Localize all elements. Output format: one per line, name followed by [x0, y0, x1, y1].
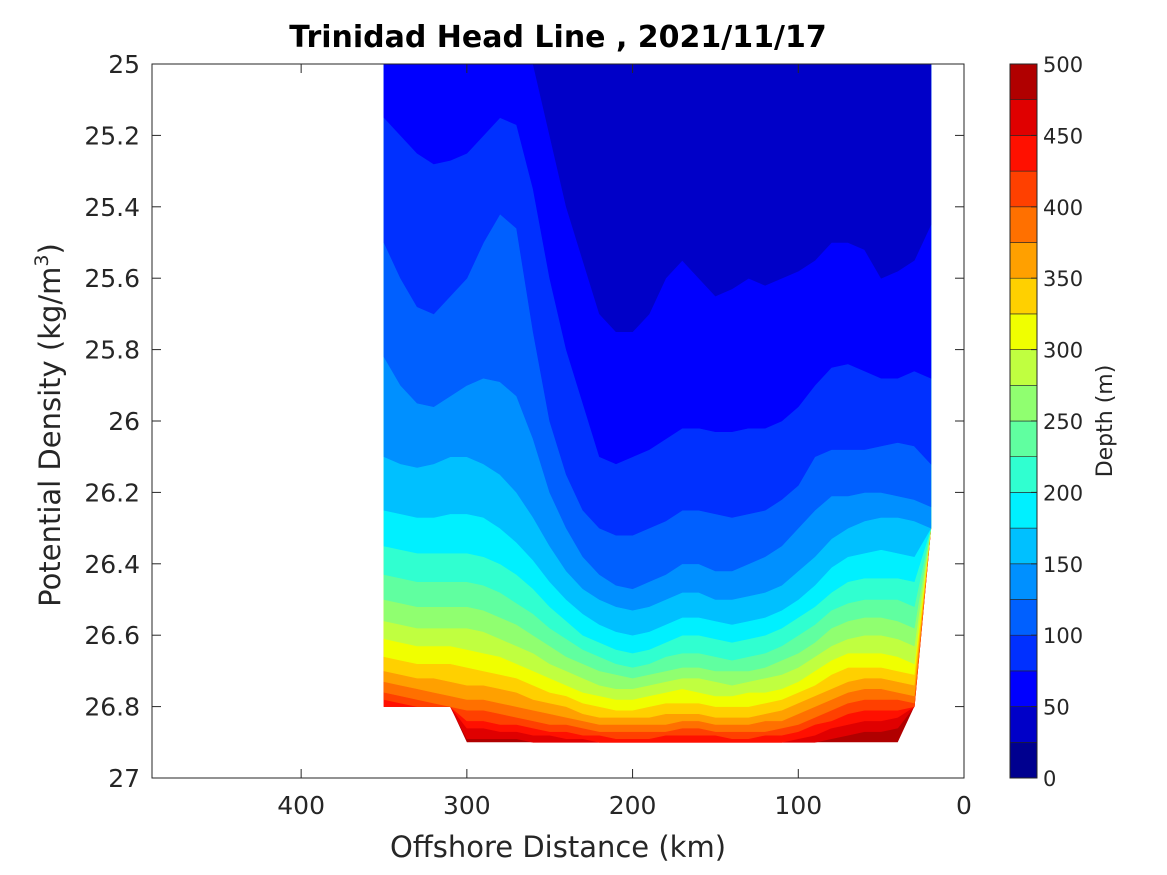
colorbar-band [1009, 99, 1038, 136]
colorbar-tick-label: 350 [1043, 267, 1083, 291]
colorbar-band [1009, 456, 1038, 493]
colorbar-label: Depth (m) [1093, 365, 1118, 478]
x-tick-label: 200 [609, 791, 657, 820]
colorbar-tick-label: 150 [1043, 553, 1083, 577]
y-tick-label: 25 [108, 50, 140, 79]
y-tick-label: 26.2 [84, 478, 140, 507]
colorbar-band [1009, 563, 1038, 600]
y-tick-label: 27 [108, 764, 140, 793]
y-axis-label-main: Potential Density (kg/m [33, 267, 67, 607]
colorbar-band [1009, 706, 1038, 743]
y-tick-label: 26.4 [84, 550, 140, 579]
y-axis-label-superscript: 3 [31, 254, 53, 266]
x-tick-label: 100 [774, 791, 822, 820]
colorbar-band [1009, 420, 1038, 458]
colorbar-tick-label: 450 [1043, 124, 1083, 148]
colorbar-tick-label: 100 [1043, 624, 1083, 648]
colorbar-tick-label: 400 [1043, 196, 1083, 220]
colorbar-band [1009, 492, 1038, 529]
y-axis: 25 25.2 25.4 25.6 25.8 26 26.2 26.4 26.6 26.8 27 [84, 50, 964, 793]
y-tick-label: 25.2 [84, 121, 140, 150]
x-tick-label: 0 [956, 791, 972, 820]
colorbar-tick-label: 500 [1043, 53, 1083, 77]
colorbar-band [1009, 634, 1038, 672]
y-axis-label: Potential Density (kg/m3) [31, 243, 67, 607]
x-axis-label: Offshore Distance (km) [390, 830, 726, 864]
y-tick-label: 26.8 [84, 693, 140, 722]
x-tick-label: 400 [277, 791, 325, 820]
x-axis: 400 300 200 100 0 [277, 64, 972, 820]
colorbar-band [1009, 670, 1038, 707]
colorbar-tick-label: 50 [1043, 696, 1070, 720]
colorbar-band [1009, 527, 1038, 565]
colorbar: 0 50 100 150 200 250 300 350 400 450 500 [1009, 53, 1083, 791]
y-axis-label-close: ) [33, 243, 67, 254]
y-tick-label: 25.8 [84, 336, 140, 365]
colorbar-band [1009, 63, 1038, 101]
y-tick-label: 26 [108, 407, 140, 436]
y-tick-label: 25.4 [84, 193, 140, 222]
colorbar-tick-label: 200 [1043, 481, 1083, 505]
colorbar-tick-label: 250 [1043, 410, 1083, 434]
colorbar-tick-label: 0 [1043, 767, 1056, 791]
colorbar-band [1009, 170, 1038, 208]
colorbar-band [1009, 135, 1038, 172]
colorbar-band [1009, 384, 1038, 422]
colorbar-tick-label: 300 [1043, 339, 1083, 363]
chart-title: Trinidad Head Line , 2021/11/17 [289, 20, 826, 55]
colorbar-band [1009, 741, 1038, 779]
colorbar-band [1009, 349, 1038, 386]
contour-fill-group [383, 63, 932, 743]
y-tick-label: 25.6 [84, 264, 140, 293]
x-tick-label: 300 [443, 791, 491, 820]
colorbar-band [1009, 277, 1038, 315]
colorbar-band [1009, 206, 1038, 243]
colorbar-band [1009, 242, 1038, 279]
colorbar-band [1009, 313, 1038, 350]
colorbar-band [1009, 599, 1038, 636]
y-tick-label: 26.6 [84, 621, 140, 650]
